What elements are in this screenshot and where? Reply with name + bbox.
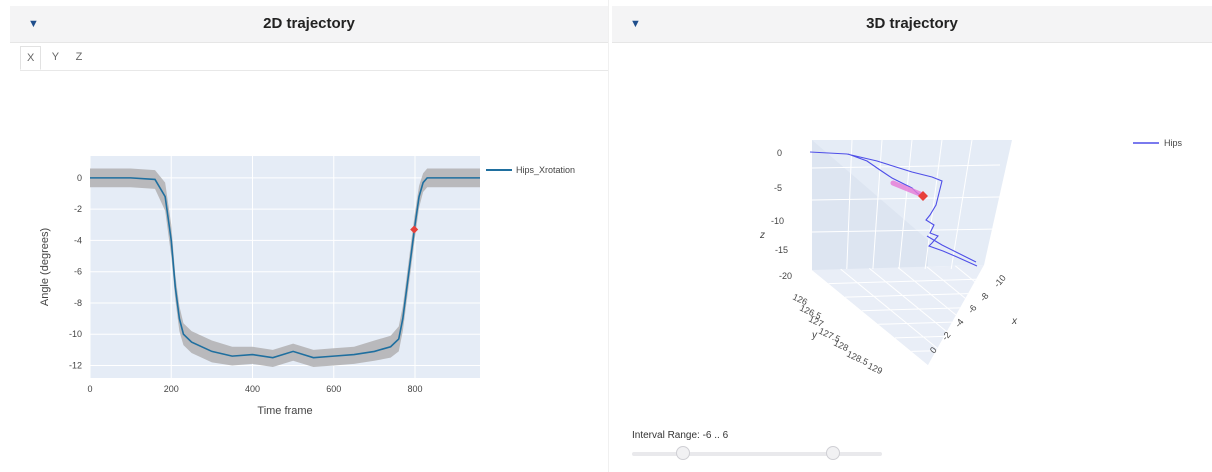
grid-line-3d [924,139,943,270]
y-tick-label: 128.5 [845,349,870,368]
y-axis-label: Angle (degrees) [39,228,51,306]
z-tick-label: 0 [777,148,782,158]
trajectory-3d-chart[interactable]: 0 -5 -10 -15 -20 z 126 126.5 127 127.5 1… [612,50,1212,390]
panel-title-3d: 3D trajectory [866,15,958,32]
x-axis-label: Time frame [257,405,312,417]
trajectory-2d-panel: ▼ 2D trajectory X Y Z 0 200 400 600 800 0 -2 -4… [10,0,609,472]
z-axis-label: z [759,230,765,241]
x-tick-label: -6 [966,303,979,316]
grid-line-3d [898,139,913,270]
y-tick-label: -10 [69,329,82,339]
grid-line-3d [911,350,937,352]
y-tick-label: 129 [866,361,884,376]
x-tick-label: 400 [245,384,260,394]
grid-line-3d [955,265,975,283]
legend-3d[interactable]: Hips [1133,138,1183,148]
x-tick-label: 800 [407,384,422,394]
tick-labels: 0 200 400 600 800 0 -2 -4 -6 -8 -10 -12 [69,173,423,394]
y-tick-label: -12 [69,360,82,370]
grid-line-3d [897,267,957,316]
grid-line-3d [828,278,977,285]
y-tick-label: -4 [74,235,82,245]
interval-range-slider[interactable] [632,452,882,456]
grid-line-3d [869,267,947,333]
series-line-hips-xrotation [90,177,480,359]
current-position-marker [918,191,928,201]
legend-label: Hips [1164,138,1183,148]
x-tick-label: -4 [953,317,966,330]
trajectory-3d-panel: ▼ 3D trajectory 0 -5 -10 -15 -20 z 126 1… [612,0,1212,472]
interval-range-label: Interval Range: -6 .. 6 [632,430,729,441]
slider-handle-high[interactable] [826,446,840,460]
panel-title-2d: 2D trajectory [263,15,355,32]
interval-trail [890,180,923,197]
grid-line-3d [872,139,883,270]
x-tick-label: 0 [928,345,939,355]
grid-line-3d [846,139,853,270]
grid-line-3d [811,228,1001,233]
grid-line-3d [861,307,961,312]
grid-line-3d [950,139,973,270]
z-tick-label: -15 [775,245,788,255]
grid-line-3d [840,268,938,349]
triangle-down-icon[interactable]: ▼ [630,18,641,30]
triangle-down-icon[interactable]: ▼ [28,18,39,30]
grid [89,156,480,378]
y-tick-label: -8 [74,298,82,308]
panel-header-2d: ▼ 2D trajectory [10,6,608,43]
slider-handle-low[interactable] [676,446,690,460]
y-tick-label: -6 [74,267,82,277]
current-frame-marker [410,225,419,234]
x-tick-label: -10 [992,273,1008,289]
tab-x[interactable]: X [20,46,42,70]
x-tick-label: -8 [978,291,991,304]
grid-line-3d [811,164,1001,169]
grid-line-3d [845,293,969,298]
y-tick-label: -2 [74,204,82,214]
floor [812,265,984,365]
axis-tabs: X Y Z [20,46,608,71]
tab-y[interactable]: Y [51,51,60,63]
x-tick-label: 200 [164,384,179,394]
z-tick-label: -20 [779,271,792,281]
legend-label: Hips_Xrotation [516,165,575,175]
grid-line-3d [926,266,966,299]
z-tick-label: -10 [771,216,784,226]
z-tick-label: -5 [774,183,782,193]
grid-line-3d [878,321,953,325]
legend[interactable]: Hips_Xrotation [486,165,575,175]
tab-z[interactable]: Z [75,51,83,63]
y-tick-label: 0 [77,173,82,183]
panel-header-3d: ▼ 3D trajectory [612,6,1212,43]
x-axis-label: x [1011,316,1018,327]
z-tick-labels: 0 -5 -10 -15 -20 [771,148,792,281]
x-tick-label: 0 [87,384,92,394]
y-axis-label: y [811,330,818,341]
x-tick-label: 600 [326,384,341,394]
grid-line-3d [894,335,945,339]
grid-3d [811,139,1001,352]
